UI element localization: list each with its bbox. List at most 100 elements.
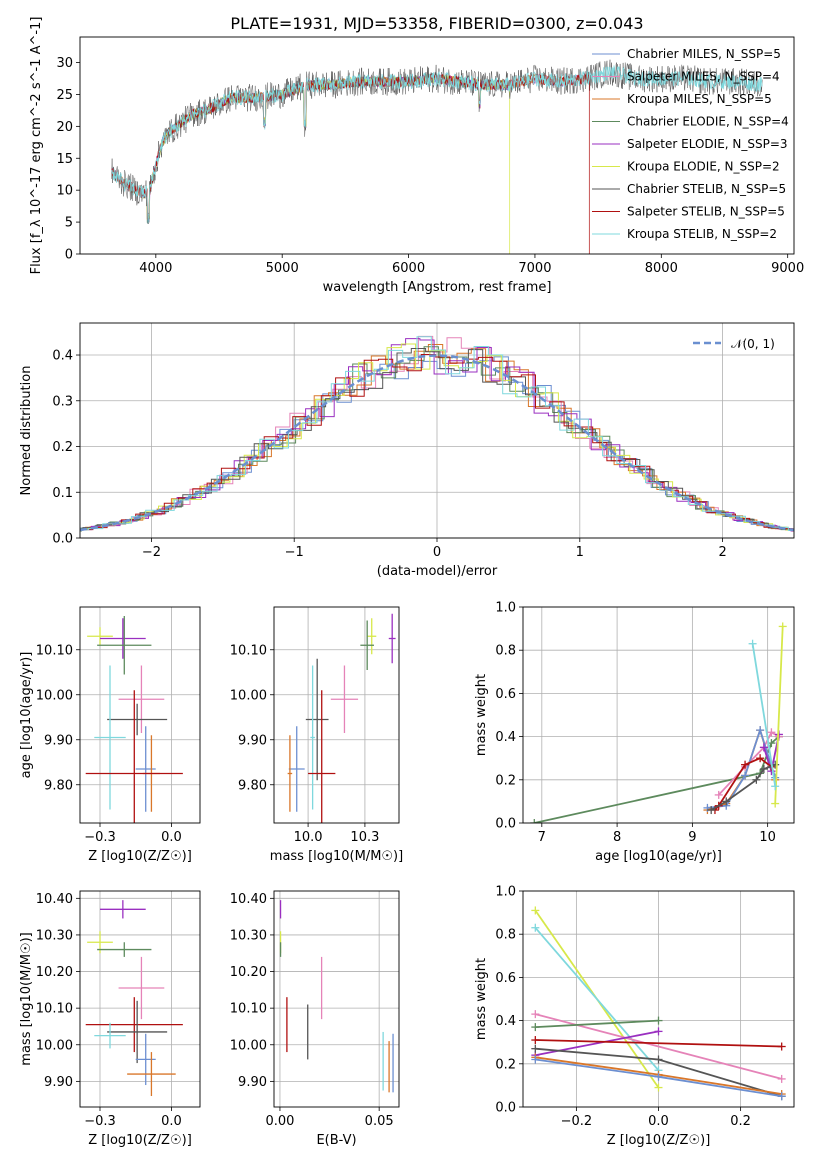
- x-tick-label: −1: [285, 545, 304, 560]
- axes-frame: [522, 606, 795, 824]
- spectrum-line-kroupa-elodie: [143, 73, 511, 254]
- y-tick-label: 10.00: [36, 1038, 73, 1053]
- y-tick-label: 10.40: [230, 892, 267, 907]
- legend-entry-kroupa-miles: Kroupa MILES, N_SSP=5: [627, 92, 772, 106]
- y-tick-label: 5: [65, 216, 73, 231]
- axes-frame: [79, 322, 795, 539]
- axes-frame: [522, 890, 795, 1108]
- x-tick-label: −0.3: [84, 1114, 116, 1129]
- errorbar-point-kroupa-miles: [127, 1052, 176, 1097]
- y-axis-label: Normed distribution: [19, 366, 34, 496]
- plot-area: [531, 906, 786, 1101]
- x-tick-label: 1: [576, 545, 584, 560]
- y-tick-label: 0.4: [495, 1014, 516, 1029]
- y-tick-label: 10: [56, 184, 73, 199]
- spectrum-line-chabrier-miles: [111, 73, 589, 223]
- legend-entry-kroupa-stelib: Kroupa STELIB, N_SSP=2: [627, 227, 777, 241]
- spectrum-line-salpeter-miles: [111, 73, 589, 222]
- y-tick-label: 10.20: [230, 965, 267, 980]
- massweight-line-kroupa-elodie: [771, 622, 787, 808]
- y-tick-label: 10.00: [36, 688, 73, 703]
- y-tick-label: 0.4: [52, 349, 73, 364]
- x-tick-label: 0.2: [730, 1114, 751, 1129]
- massweight-vs-age-panel: 7 8 9 10 0.0 0.2 0.4 0.6 0.8 1.0 age [log10(age/yr…: [474, 601, 795, 864]
- errorbar-point-chabrier-miles: [135, 726, 156, 812]
- legend-entry-kroupa-elodie: Kroupa ELODIE, N_SSP=2: [627, 160, 780, 174]
- x-tick-label: 8000: [645, 261, 678, 276]
- x-axis-label: Z [log10(Z/Z☉)]: [88, 849, 192, 864]
- y-tick-label: 1.0: [495, 601, 516, 616]
- y-tick-label: 10.20: [36, 965, 73, 980]
- plot-area: [85, 616, 183, 823]
- x-tick-label: 9000: [771, 261, 804, 276]
- y-tick-label: 0.0: [52, 532, 73, 547]
- residual-histogram-kroupa-miles: [80, 344, 794, 531]
- errorbar-point-kroupa-stelib: [94, 665, 126, 810]
- legend-entry-chabrier-stelib: Chabrier STELIB, N_SSP=5: [627, 182, 786, 196]
- y-tick-label: 10.30: [230, 928, 267, 943]
- errorbar-point-salpeter-miles: [118, 956, 165, 1020]
- y-tick-label: 0.6: [495, 687, 516, 702]
- spectrum-panel: 4000 5000 6000 7000 8000 9000 0 5 10 15 20 25 30 wave…: [29, 17, 804, 295]
- y-tick-label: 9.80: [238, 778, 267, 793]
- x-axis-label: E(B-V): [316, 1133, 356, 1148]
- axes-frame: [273, 890, 400, 1108]
- axes-frame: [79, 606, 201, 824]
- residuals-panel: −2 −1 0 1 2 0.0 0.1 0.2 0.3 0.4 (data-model)/error…: [19, 322, 795, 579]
- y-axis-label: Flux [f_λ 10^-17 erg cm^-2 s^-1 A^-1]: [29, 17, 44, 275]
- x-tick-label: 6000: [392, 261, 425, 276]
- errorbar-point-salpeter-miles: [118, 665, 165, 733]
- x-tick-label: 5000: [266, 261, 299, 276]
- plot-area: [80, 335, 794, 532]
- y-axis-label: mass [log10(M/M☉)]: [19, 932, 34, 1065]
- massweight-line-salpeter-stelib: [531, 1036, 786, 1051]
- massweight-line-kroupa-stelib: [531, 923, 663, 1075]
- plot-area: [85, 900, 183, 1097]
- massweight-vs-metallicity-panel: −0.2 0.0 0.2 0.0 0.2 0.4 0.6 0.8 1.0 Z [log10(Z/Z…: [474, 885, 795, 1148]
- residual-histogram-kroupa-elodie: [80, 343, 794, 531]
- y-tick-label: 9.90: [238, 1075, 267, 1090]
- y-axis-label: mass weight: [474, 958, 489, 1040]
- age-vs-metallicity-panel: −0.3 0.0 9.80 9.90 10.00 10.10 Z [log10(Z/Z☉)]…: [19, 606, 201, 864]
- y-tick-label: 0.0: [495, 1101, 516, 1116]
- errorbar-point-chabrier-stelib: [305, 658, 329, 781]
- y-tick-label: 10.10: [36, 1002, 73, 1017]
- y-tick-label: 0.8: [495, 644, 516, 659]
- y-tick-label: 9.80: [44, 778, 73, 793]
- x-axis-label: mass [log10(M/M☉)]: [270, 849, 403, 864]
- x-tick-label: 0.0: [161, 830, 182, 845]
- x-tick-label: −0.3: [84, 830, 116, 845]
- y-tick-label: 0.8: [495, 928, 516, 943]
- x-tick-label: 2: [718, 545, 726, 560]
- y-tick-label: 1.0: [495, 885, 516, 900]
- y-tick-label: 0.3: [52, 394, 73, 409]
- y-tick-label: 10.40: [36, 892, 73, 907]
- y-tick-label: 10.00: [230, 1038, 267, 1053]
- residual-histogram-kroupa-stelib: [80, 336, 794, 531]
- x-tick-label: 7000: [518, 261, 551, 276]
- errorbar-point-kroupa-miles: [287, 735, 293, 812]
- y-tick-label: 0.2: [52, 440, 73, 455]
- spectrum-line-kroupa-miles: [111, 73, 589, 222]
- legend-entry-chabrier-miles: Chabrier MILES, N_SSP=5: [627, 47, 781, 61]
- mass-vs-ebv-panel: 0.00 0.05 9.90 10.00 10.10 10.20 10.30 10.40 E(B…: [230, 890, 400, 1148]
- plot-area: [279, 900, 394, 1093]
- errorbar-point-chabrier-miles: [135, 1033, 156, 1086]
- x-tick-label: 0.00: [265, 1114, 294, 1129]
- spectrum-legend: Chabrier MILES, N_SSP=5 Salpeter MILES, N…: [592, 47, 789, 241]
- y-tick-label: 0.4: [495, 730, 516, 745]
- x-tick-label: 0.0: [161, 1114, 182, 1129]
- errorbar-point-chabrier-elodie: [97, 942, 152, 957]
- massweight-line-chabrier-miles: [531, 1055, 786, 1101]
- errorbar-point-kroupa-stelib: [94, 1022, 126, 1049]
- errorbar-point-salpeter-stelib: [85, 997, 183, 1053]
- errorbar-point-salpeter-elodie: [100, 900, 146, 919]
- massweight-line-chabrier-elodie: [531, 1016, 663, 1032]
- x-tick-label: 8: [613, 830, 621, 845]
- plot-area: [111, 59, 763, 254]
- errorbar-point-chabrier-elodie: [360, 620, 374, 670]
- age-vs-mass-panel: 10.0 10.3 9.80 9.90 10.00 10.10 mass [log10(M/…: [230, 606, 403, 864]
- legend-entry-chabrier-elodie: Chabrier ELODIE, N_SSP=4: [627, 115, 789, 129]
- spectrum-line-kroupa-stelib: [111, 65, 763, 224]
